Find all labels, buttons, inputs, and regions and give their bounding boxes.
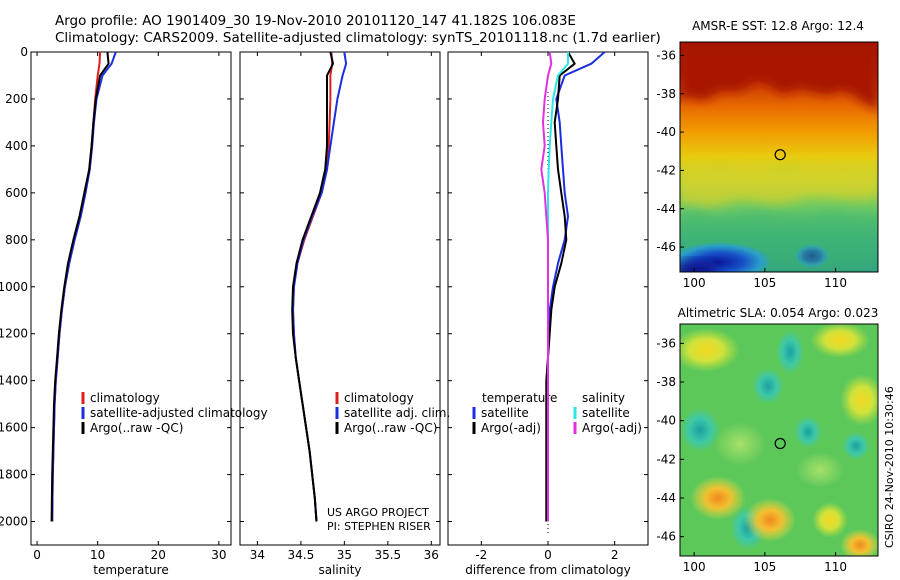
legend-diff-temp-satellite-label: satellite <box>481 406 529 420</box>
x-tick-label: 0 <box>33 548 41 562</box>
credit-line-1: US ARGO PROJECT <box>327 506 429 519</box>
legend-diff-sal-satellite-label: satellite <box>582 406 630 420</box>
map-y-tick-label: -44 <box>656 202 676 216</box>
map-x-tick-label: 105 <box>753 560 776 574</box>
x-tick-label: 34.5 <box>288 548 315 562</box>
legend-temp-climatology-label: climatology <box>90 391 160 405</box>
x-tick-label: -2 <box>475 548 487 562</box>
header-line-2: Climatology: CARS2009. Satellite-adjuste… <box>55 30 661 46</box>
y-tick-label: 1400 <box>0 374 28 388</box>
series-line-satellite-adjusted-climatology <box>51 51 117 522</box>
sla-map-ticks: 100 105 110 -36 -38 -40 -42 -44 -46 <box>656 336 847 574</box>
map-y-tick-label: -40 <box>656 125 676 139</box>
map-y-tick-label: -36 <box>656 48 676 62</box>
y-tick-label: 400 <box>5 139 28 153</box>
y-tick-label: 600 <box>5 186 28 200</box>
legend-temp-argo-label: Argo(..raw -QC) <box>90 421 183 435</box>
map-y-tick-label: -42 <box>656 452 676 466</box>
sla-map-title: Altimetric SLA: 0.054 Argo: 0.023 <box>678 306 879 320</box>
map-y-tick-label: -44 <box>656 491 676 505</box>
y-tick-label: 1800 <box>0 468 28 482</box>
y-tick-label: 800 <box>5 233 28 247</box>
map-x-tick-label: 100 <box>683 276 706 290</box>
legend-sal-climatology-label: climatology <box>344 391 414 405</box>
legend-sal-argo-label: Argo(..raw -QC) <box>344 421 437 435</box>
x-tick-label: 35.5 <box>374 548 401 562</box>
header-line-1: Argo profile: AO 1901409_30 19-Nov-2010 … <box>55 13 576 29</box>
legend-sal-satellite-label: satellite adj. clim. <box>344 406 450 420</box>
map-y-tick-label: -46 <box>656 240 676 254</box>
sst-map-title: AMSR-E SST: 12.8 Argo: 12.4 <box>692 19 864 33</box>
x-tick-label: 0 <box>544 548 552 562</box>
sla-map: Altimetric SLA: 0.054 Argo: 0.023 <box>656 306 879 574</box>
x-tick-label: 2 <box>611 548 619 562</box>
map-y-tick-label: -40 <box>656 414 676 428</box>
y-tick-label: 0 <box>20 45 28 59</box>
map-y-tick-label: -36 <box>656 336 676 350</box>
sst-map-ticks: 100 105 110 -36 -38 -40 -42 -44 -46 <box>656 48 847 290</box>
map-x-tick-label: 100 <box>683 560 706 574</box>
salinity-plot-frame <box>239 51 441 546</box>
sla-argo-position-marker <box>774 437 786 450</box>
series-line-salinity-satellite <box>547 52 569 522</box>
series-line-temperature-satellite <box>547 51 606 522</box>
x-axis-label: salinity <box>318 563 361 577</box>
map-y-tick-label: -46 <box>656 530 676 544</box>
y-tick-label: 1600 <box>0 421 28 435</box>
legend-diff-salinity-title: salinity <box>582 391 625 405</box>
axes-layer: 0 10 20 30020040060080010001200140016001800… <box>0 45 648 577</box>
legend-temp-satellite-label: satellite-adjusted climatology <box>90 406 268 420</box>
x-tick-label: 34 <box>250 548 265 562</box>
map-x-tick-label: 110 <box>824 276 847 290</box>
series-layer <box>50 51 606 522</box>
legend-diff-temperature-title: temperature <box>482 391 557 405</box>
series-line-satellite-adj-clim- <box>292 51 348 522</box>
y-tick-label: 1000 <box>0 280 28 294</box>
x-tick-label: 20 <box>151 548 166 562</box>
temperature-plot-frame <box>30 51 232 546</box>
series-line-salinity-argo-adj- <box>540 51 553 522</box>
x-tick-label: 36 <box>424 548 439 562</box>
map-x-tick-label: 105 <box>753 276 776 290</box>
side-timestamp: CSIRO 24-Nov-2010 10:30:46 <box>883 386 896 548</box>
credit-line-2: PI: STEPHEN RISER <box>327 520 431 533</box>
x-tick-label: 10 <box>90 548 105 562</box>
y-tick-label: 2000 <box>0 515 28 529</box>
map-y-tick-label: -38 <box>656 87 676 101</box>
series-line-temperature-argo-adj- <box>545 51 576 522</box>
series-line-argo-raw-qc- <box>291 51 334 522</box>
y-tick-label: 200 <box>5 92 28 106</box>
x-tick-label: 35 <box>337 548 352 562</box>
x-axis-label: temperature <box>93 563 168 577</box>
map-y-tick-label: -38 <box>656 375 676 389</box>
series-line-argo-raw-qc- <box>50 51 110 522</box>
legend-diff-temp-argo-label: Argo(-adj) <box>481 421 541 435</box>
map-y-tick-label: -42 <box>656 163 676 177</box>
map-x-tick-label: 110 <box>824 560 847 574</box>
legend-diff-sal-argo-label: Argo(-adj) <box>582 421 642 435</box>
sst-map: AMSR-E SST: 12.8 Argo: 12.4 100 105 110 -36… <box>656 19 879 290</box>
y-tick-label: 1200 <box>0 327 28 341</box>
x-axis-label: difference from climatology <box>465 563 631 577</box>
sst-argo-position-marker <box>774 149 786 161</box>
x-tick-label: 30 <box>211 548 226 562</box>
